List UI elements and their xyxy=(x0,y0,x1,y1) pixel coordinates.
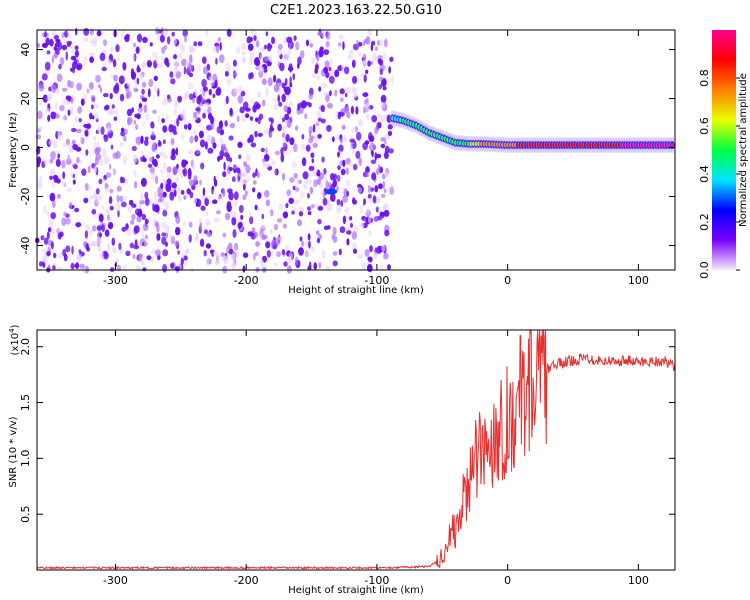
snr-panel: -300 -200 -100 0 100 0.5 1.0 1.5 2.0 Height of … xyxy=(8,324,676,596)
snr-frame xyxy=(36,329,676,571)
y-tick-label: 20 xyxy=(19,92,32,106)
x-tick-label: 100 xyxy=(628,574,649,587)
x-tick-label: -200 xyxy=(234,274,259,287)
snr-x-axis-label: Height of straight line (km) xyxy=(288,585,424,596)
y-tick-label: -20 xyxy=(19,188,32,206)
heatmap-noise-region xyxy=(35,27,394,274)
heatmap-frame xyxy=(36,29,676,271)
colorbar-label: Normalized spectral amplitude xyxy=(738,73,749,227)
x-tick-label: -300 xyxy=(103,574,128,587)
snr-series-line xyxy=(36,329,676,570)
colorbar-tick-label: 0.6 xyxy=(698,117,711,135)
colorbar-tick-label: 0.2 xyxy=(698,213,711,231)
heatmap-y-ticks: -40 -20 0 20 40 xyxy=(19,43,675,255)
y-tick-label: 0.5 xyxy=(19,505,32,523)
snr-y-multiplier: (x104) xyxy=(8,324,21,355)
x-tick-label: 0 xyxy=(504,574,511,587)
x-tick-label: -200 xyxy=(234,574,259,587)
x-tick-label: 100 xyxy=(628,274,649,287)
chart-title: C2E1.2023.163.22.50.G10 xyxy=(270,3,442,18)
x-tick-label: -100 xyxy=(364,574,389,587)
y-tick-label: 1.0 xyxy=(19,450,32,468)
y-tick-label: 0 xyxy=(19,144,32,151)
colorbar-tick-label: 0.0 xyxy=(698,261,711,279)
heatmap-x-ticks: -300 -200 -100 0 100 xyxy=(103,30,649,287)
colorbar: 0.0 0.2 0.4 0.6 0.8 Normalized spectral ampl… xyxy=(698,30,749,279)
x-tick-label: 0 xyxy=(504,274,511,287)
y-tick-label: -40 xyxy=(19,237,32,255)
heatmap-x-axis-label: Height of straight line (km) xyxy=(288,285,424,296)
y-tick-label: 1.5 xyxy=(19,394,32,412)
colorbar-tick-label: 0.4 xyxy=(698,165,711,183)
y-tick-label: 2.0 xyxy=(19,338,32,356)
x-tick-label: -300 xyxy=(103,274,128,287)
heatmap-signal-track xyxy=(389,110,676,154)
snr-y-axis-label: SNR (10 * v/v) xyxy=(8,416,19,487)
x-tick-label: -100 xyxy=(364,274,389,287)
colorbar-gradient xyxy=(712,30,736,270)
heatmap-y-axis-label: Frequency (Hz) xyxy=(8,112,19,188)
isolated-blob xyxy=(325,188,338,195)
colorbar-ticks: 0.0 0.2 0.4 0.6 0.8 xyxy=(698,69,740,279)
colorbar-tick-label: 0.8 xyxy=(698,69,711,87)
y-tick-label: 40 xyxy=(19,43,32,57)
snr-x-ticks: -300 -200 -100 0 100 xyxy=(103,330,649,587)
snr-y-ticks: 0.5 1.0 1.5 2.0 xyxy=(19,338,675,523)
